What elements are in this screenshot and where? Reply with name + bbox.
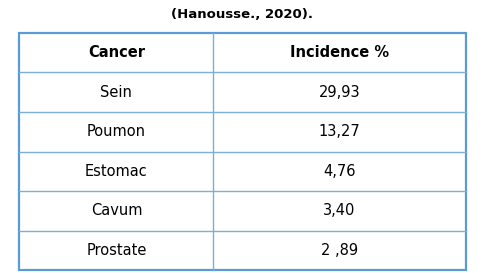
Text: Sein: Sein xyxy=(100,85,132,100)
Bar xyxy=(19,33,465,270)
Text: Cavum: Cavum xyxy=(91,203,142,218)
Text: 29,93: 29,93 xyxy=(318,85,360,100)
Text: Poumon: Poumon xyxy=(87,124,146,139)
Text: 2 ,89: 2 ,89 xyxy=(320,243,357,258)
Text: Prostate: Prostate xyxy=(86,243,146,258)
Text: (Hanousse., 2020).: (Hanousse., 2020). xyxy=(171,8,313,21)
Text: 13,27: 13,27 xyxy=(318,124,360,139)
Text: 4,76: 4,76 xyxy=(322,164,355,179)
Text: Estomac: Estomac xyxy=(85,164,148,179)
Text: Incidence %: Incidence % xyxy=(289,45,388,60)
Text: Cancer: Cancer xyxy=(88,45,145,60)
Text: 3,40: 3,40 xyxy=(323,203,355,218)
